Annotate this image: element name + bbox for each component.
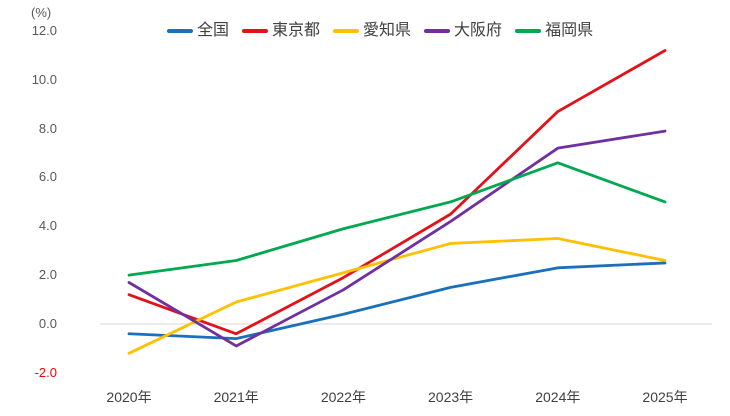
chart-legend: 全国 東京都 愛知県 大阪府 福岡県 (167, 23, 593, 39)
legend-label: 大阪府 (454, 22, 503, 39)
y-tick-label: 10.0 (31, 71, 57, 87)
y-tick-label: 6.0 (38, 169, 57, 185)
legend-item-osaka: 大阪府 (424, 23, 502, 39)
series-line-2 (127, 237, 667, 355)
legend-item-tokyo: 東京都 (242, 23, 320, 39)
series-line-4 (127, 161, 667, 277)
legend-line-swatch (515, 29, 542, 33)
legend-item-fukuoka: 福岡県 (515, 23, 593, 39)
x-axis-label: 2023年 (428, 389, 474, 405)
legend-line-swatch (242, 29, 269, 33)
legend-line-swatch (167, 29, 193, 33)
y-axis-unit-label: (%) (31, 5, 52, 20)
x-axis-label: 2025年 (642, 389, 688, 405)
series-line-1 (127, 49, 667, 336)
y-tick-label: -2.0 (34, 364, 57, 380)
legend-label: 全国 (197, 22, 230, 39)
legend-item-zenkoku: 全国 (167, 23, 229, 39)
series-line-0 (127, 261, 667, 341)
series-line-3 (127, 129, 667, 348)
x-axis-label: 2020年 (106, 389, 152, 405)
x-axis-label: 2022年 (320, 389, 366, 405)
legend-label: 愛知県 (363, 22, 412, 39)
legend-label: 東京都 (272, 22, 321, 39)
y-tick-label: 8.0 (38, 120, 57, 136)
legend-item-aichi: 愛知県 (333, 23, 411, 39)
y-tick-label: 2.0 (38, 267, 57, 283)
legend-line-swatch (333, 29, 360, 33)
y-tick-label: 4.0 (38, 218, 57, 234)
y-tick-label: 0.0 (38, 316, 57, 331)
legend-label: 福岡県 (545, 22, 594, 39)
legend-line-swatch (424, 29, 451, 33)
y-tick-label: 12.0 (31, 22, 57, 38)
x-axis-label: 2021年 (213, 389, 259, 405)
x-axis-label: 2024年 (535, 389, 581, 405)
